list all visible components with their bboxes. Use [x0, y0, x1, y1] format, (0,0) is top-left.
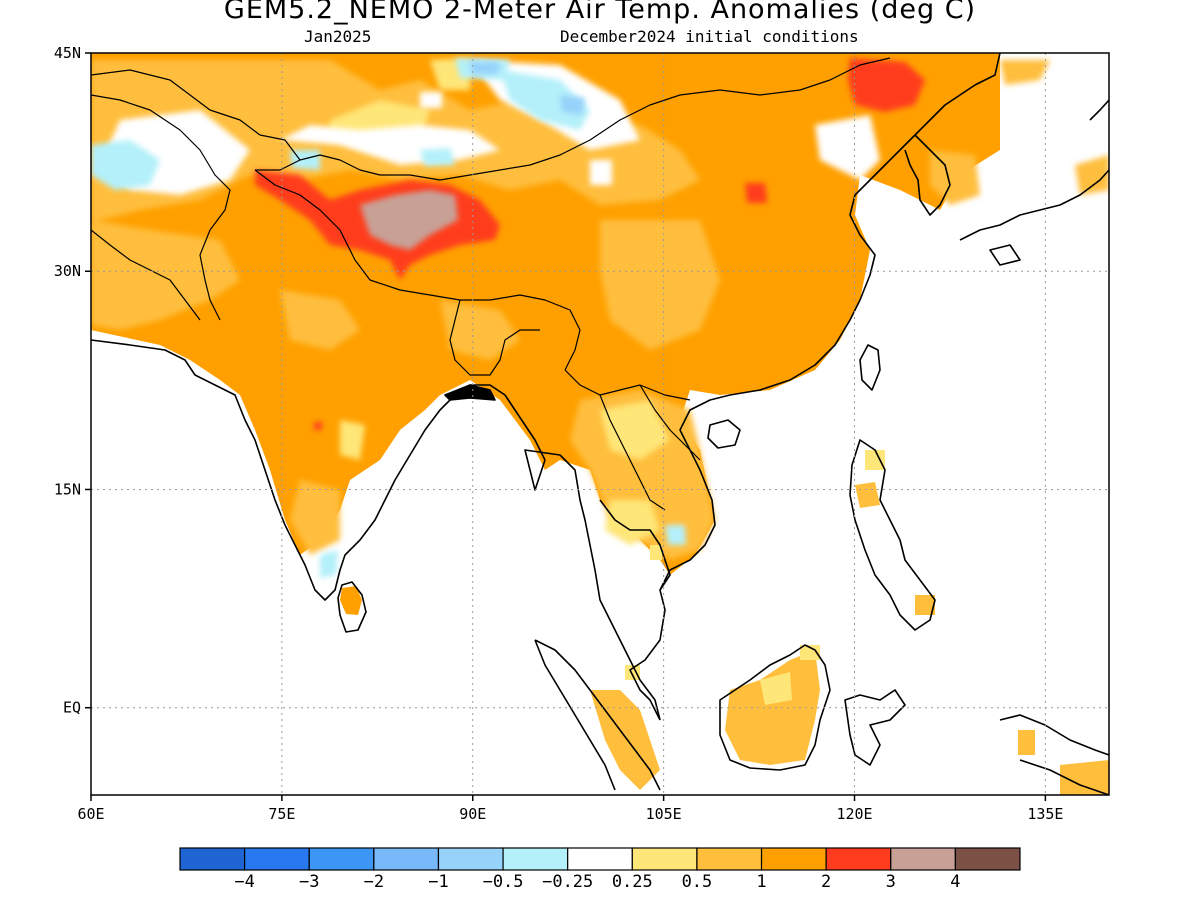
- coast-borneo: [719, 644, 831, 771]
- colorbar-swatch: [890, 847, 956, 871]
- lat-tick-label: 30N: [54, 262, 81, 280]
- colorbar-label: 1: [756, 872, 767, 892]
- colorbar-label: −3: [298, 872, 320, 892]
- map-frame: [90, 52, 1110, 796]
- colorbar-swatch: [760, 847, 827, 871]
- lon-tick-label: 75E: [268, 805, 295, 823]
- colorbar-swatch: [631, 847, 698, 871]
- country-borders: [91, 57, 891, 511]
- coast-taiwan: [859, 344, 881, 391]
- coast-japan: [959, 99, 1109, 266]
- coast-gulf-thailand: [599, 499, 671, 591]
- colorbar-swatch: [502, 847, 569, 871]
- colorbar-swatch: [373, 847, 440, 871]
- colorbar-label: −0.25: [542, 872, 594, 892]
- lon-tick-label: 90E: [459, 805, 486, 823]
- colorbar-swatch: [244, 847, 310, 871]
- land-anomaly-1to2: [91, 53, 1000, 615]
- coast-sumatra: [534, 639, 661, 791]
- land-anomaly-neg0p5: [470, 62, 585, 115]
- coast-hainan: [707, 419, 741, 449]
- coast-ganges-delta: [444, 384, 496, 401]
- colorbar-swatch: [696, 847, 763, 871]
- colorbar-swatch: [308, 847, 375, 871]
- axis-ticks: 45N 30N 15N EQ 60E 75E 90E 105E 120E 135E: [54, 44, 1064, 823]
- colorbar-swatch: [954, 847, 1021, 871]
- colorbar-label: −1: [428, 872, 449, 892]
- coast-india: [91, 339, 546, 601]
- colorbar-label: 2: [821, 872, 832, 892]
- chart-title: GEM5.2_NEMO 2-Meter Air Temp. Anomalies …: [223, 0, 977, 25]
- land-anomaly-northeast: [930, 60, 1109, 205]
- colorbar-label: 3: [885, 872, 896, 892]
- land-anomaly-3to4: [360, 190, 458, 250]
- colorbar-swatch: [179, 847, 246, 871]
- colorbar-label: 4: [950, 872, 961, 892]
- coast-sri-lanka: [337, 581, 367, 633]
- lon-tick-label: 60E: [77, 805, 104, 823]
- coast-philippines: [849, 439, 936, 631]
- coast-new-guinea: [999, 714, 1109, 795]
- colorbar-label: 0.5: [681, 872, 713, 892]
- forecast-month: Jan2025: [304, 27, 372, 46]
- colorbar-swatch: [437, 847, 504, 871]
- colorbar-label: −2: [363, 872, 385, 892]
- land-anomaly-maritime: [590, 482, 1109, 795]
- coast-korea: [904, 134, 951, 216]
- lat-tick-label: 15N: [54, 480, 81, 498]
- land-anomaly-maritime-light: [625, 450, 885, 705]
- lat-tick-label: EQ: [63, 699, 81, 717]
- lon-tick-label: 105E: [646, 805, 682, 823]
- colorbar: [179, 847, 1021, 871]
- anomaly-shading: [91, 53, 1109, 795]
- lon-tick-label: 120E: [836, 805, 872, 823]
- coast-burma-malaya: [524, 449, 661, 721]
- coast-indochina: [629, 53, 1001, 721]
- colorbar-label: −4: [234, 872, 255, 892]
- initial-conditions-label: December2024 initial conditions: [560, 27, 859, 46]
- coastlines: [91, 53, 1109, 795]
- land-anomaly-neg0p25: [91, 58, 686, 578]
- colorbar-swatch: [825, 847, 892, 871]
- colorbar-swatch: [567, 847, 633, 871]
- coast-sulawesi: [844, 689, 906, 766]
- lon-tick-label: 135E: [1027, 805, 1063, 823]
- map-grid: [91, 53, 1109, 795]
- lat-tick-label: 45N: [54, 44, 81, 62]
- colorbar-label: −0.5: [482, 872, 524, 892]
- colorbar-label: 0.25: [611, 872, 653, 892]
